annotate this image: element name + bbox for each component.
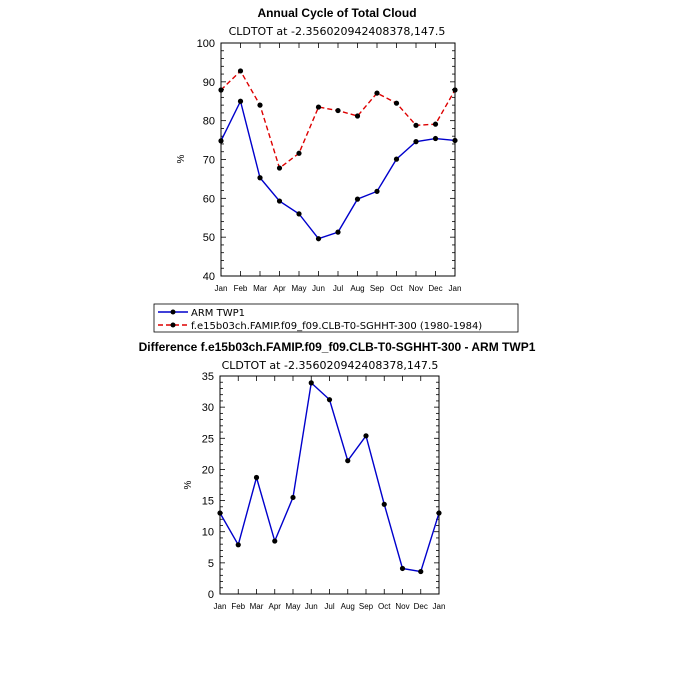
c2-xtick-label: May bbox=[285, 602, 300, 611]
c1-xtick-label: May bbox=[291, 284, 306, 293]
c2-ytick-label: 0 bbox=[208, 589, 214, 601]
c2-series-0-point bbox=[235, 542, 241, 548]
chart1-ylabel: % bbox=[176, 154, 187, 163]
c2-series-0-point bbox=[290, 494, 296, 501]
legend-label-model: f.e15b03ch.FAMIP.f09_f09.CLB-T0-SGHHT-30… bbox=[191, 321, 482, 332]
c1-xtick-label: Jun bbox=[312, 284, 325, 293]
c2-series-0-point bbox=[363, 433, 369, 439]
c1-series-0-point bbox=[432, 135, 439, 142]
c1-ytick-label: 80 bbox=[203, 116, 215, 128]
c2-xtick-label: Apr bbox=[269, 602, 282, 611]
chart2-series bbox=[217, 380, 442, 575]
c2-xtick-label: Oct bbox=[378, 602, 391, 611]
c1-xtick-label: Dec bbox=[428, 284, 442, 293]
c1-xtick-label: Jul bbox=[333, 284, 343, 293]
c2-ytick-label: 25 bbox=[202, 433, 214, 445]
c1-xtick-label: Sep bbox=[370, 284, 385, 293]
c1-series-1-point bbox=[335, 107, 341, 114]
c2-xtick-label: Nov bbox=[395, 602, 409, 611]
c1-series-1-point bbox=[354, 113, 361, 119]
c1-series-0-point bbox=[276, 198, 283, 204]
c2-ytick-label: 15 bbox=[202, 496, 214, 508]
chart2-yaxis-ticks: 0 5 10 15 20 25 30 35 bbox=[202, 371, 439, 601]
c2-xtick-label: Jan bbox=[433, 602, 446, 611]
chart1-series bbox=[218, 68, 458, 242]
c1-series-1-point bbox=[432, 121, 439, 127]
c2-xtick-label: Feb bbox=[231, 602, 245, 611]
c1-xtick-label: Apr bbox=[273, 284, 286, 293]
c1-series-0-point bbox=[257, 175, 263, 181]
chart2-subtitle: CLDTOT at -2.356020942408378,147.5 bbox=[222, 359, 439, 372]
c1-series-0-point bbox=[335, 229, 341, 235]
c2-xtick-label: Dec bbox=[414, 602, 428, 611]
c1-series-0-point bbox=[315, 236, 322, 242]
legend-marker-model bbox=[170, 322, 176, 328]
c2-xtick-label: Aug bbox=[341, 602, 355, 611]
legend-marker-arm bbox=[170, 309, 176, 315]
c1-series-1-point bbox=[374, 90, 380, 96]
c2-series-0-point bbox=[272, 538, 278, 544]
c2-ytick-label: 35 bbox=[202, 371, 214, 383]
c2-series-0-point bbox=[418, 568, 424, 575]
c1-series-0-point bbox=[374, 188, 380, 194]
c2-xtick-label: Jun bbox=[305, 602, 318, 611]
c1-xtick-label: Aug bbox=[350, 284, 364, 293]
chart2-title: Difference f.e15b03ch.FAMIP.f09_f09.CLB-… bbox=[139, 340, 536, 354]
c2-series-0-point bbox=[345, 458, 351, 464]
c1-series-1-point bbox=[276, 165, 283, 171]
c1-series-1-point bbox=[393, 100, 400, 106]
c1-series-0-point bbox=[296, 211, 302, 217]
c2-series-0-point bbox=[381, 501, 387, 507]
c1-series-1-point bbox=[413, 122, 419, 128]
c1-ytick-label: 70 bbox=[203, 155, 215, 167]
c1-xtick-label: Jan bbox=[215, 284, 228, 293]
c1-ytick-label: 100 bbox=[197, 38, 215, 50]
c2-series-0-point bbox=[326, 397, 333, 403]
c1-series-1-point bbox=[237, 68, 244, 74]
c2-series-0-point bbox=[253, 474, 260, 481]
c1-series-0-point bbox=[354, 196, 361, 202]
legend-label-arm: ARM TWP1 bbox=[191, 308, 245, 319]
c1-xtick-label: Mar bbox=[253, 284, 267, 293]
chart2-ylabel: % bbox=[183, 480, 194, 489]
c1-xtick-label: Jan bbox=[449, 284, 462, 293]
c1-series-0-point bbox=[237, 98, 244, 104]
c1-xtick-label: Feb bbox=[234, 284, 248, 293]
c1-ytick-label: 50 bbox=[203, 232, 215, 244]
c1-series-0-point bbox=[413, 139, 419, 145]
c1-xtick-label: Oct bbox=[390, 284, 403, 293]
c1-ytick-label: 60 bbox=[203, 193, 215, 205]
annual-cycle-chart: Annual Cycle of Total Cloud CLDTOT at -2… bbox=[176, 6, 461, 293]
difference-chart: Difference f.e15b03ch.FAMIP.f09_f09.CLB-… bbox=[139, 340, 536, 611]
c1-series-0-point bbox=[393, 156, 400, 162]
c2-ytick-label: 10 bbox=[202, 527, 214, 539]
chart1-title: Annual Cycle of Total Cloud bbox=[257, 6, 416, 20]
chart2-plot-frame bbox=[219, 375, 440, 595]
c1-xtick-label: Nov bbox=[409, 284, 423, 293]
chart1-plot-frame bbox=[220, 42, 456, 277]
c1-ytick-label: 90 bbox=[203, 77, 215, 89]
chart1-xaxis-ticks: Jan Feb Mar Apr May Jun Jul Aug Sep Oct Nov Dec Jan bbox=[215, 43, 462, 293]
c1-series-1-point bbox=[315, 104, 322, 110]
c2-ytick-label: 5 bbox=[208, 558, 214, 570]
c2-ytick-label: 20 bbox=[202, 464, 214, 476]
c2-series-0-point bbox=[308, 380, 314, 386]
c2-xtick-label: Jan bbox=[214, 602, 227, 611]
c2-series-0-point bbox=[399, 565, 406, 572]
c1-ytick-label: 40 bbox=[203, 271, 215, 283]
c2-xtick-label: Jul bbox=[324, 602, 334, 611]
chart1-subtitle: CLDTOT at -2.356020942408378,147.5 bbox=[229, 25, 446, 38]
c2-xtick-label: Sep bbox=[359, 602, 374, 611]
c1-series-1-point bbox=[257, 102, 263, 108]
chart1-legend: ARM TWP1 f.e15b03ch.FAMIP.f09_f09.CLB-T0… bbox=[153, 303, 519, 333]
c1-series-1-point bbox=[296, 150, 302, 156]
c2-ytick-label: 30 bbox=[202, 402, 214, 414]
legend-frame bbox=[153, 303, 519, 333]
c2-xtick-label: Mar bbox=[250, 602, 264, 611]
